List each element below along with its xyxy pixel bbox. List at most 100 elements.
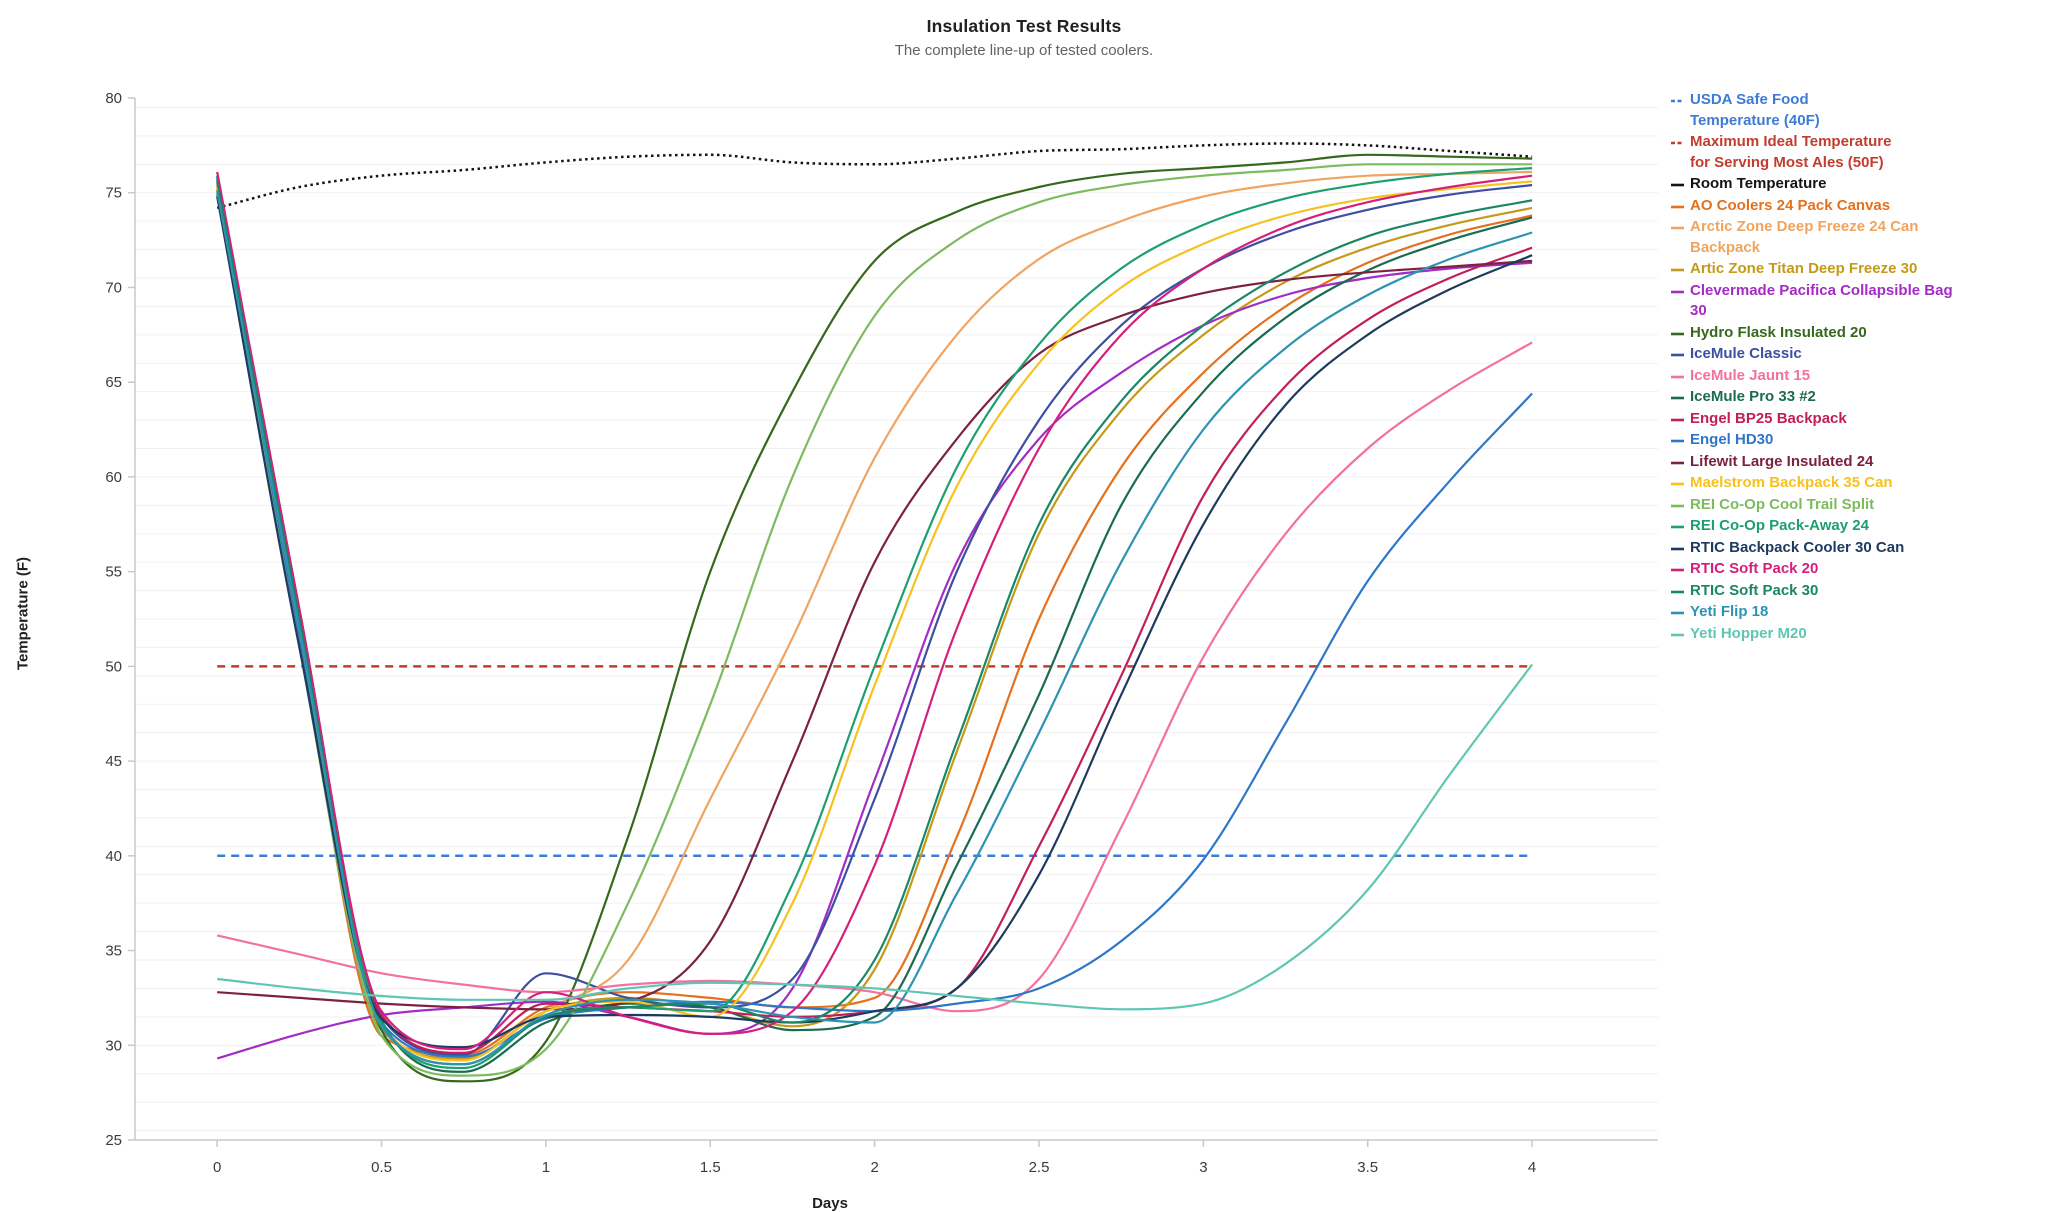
legend-item-label: Artic Zone Titan Deep Freeze 30 (1690, 260, 1918, 277)
y-tick-label: 30 (105, 1037, 122, 1054)
legend-marker-dash (1671, 290, 1684, 293)
legend-item-label: RTIC Backpack Cooler 30 Can (1690, 538, 1905, 556)
series-line (216, 192, 1533, 1056)
legend-item-label: IceMule Classic (1690, 345, 1802, 362)
legend-item[interactable]: Engel HD30 (1671, 430, 1976, 451)
legend-item[interactable]: REI Co-Op Pack-Away 24 (1671, 516, 1976, 537)
legend-marker-dash (1671, 268, 1684, 272)
legend-marker-dash (1671, 183, 1684, 187)
legend-item-label: Arctic Zone Deep Freeze 24 Can Backpack (1690, 218, 1919, 256)
y-tick-label: 40 (105, 848, 122, 865)
legend-item-label: Clevermade Pacifica Collapsible Bag 30 (1690, 281, 1953, 320)
series-line (216, 170, 1533, 1066)
series-line (216, 142, 1533, 210)
series-line (216, 261, 1533, 1060)
legend-item[interactable]: IceMule Jaunt 15 (1671, 366, 1976, 387)
series-line (216, 167, 1533, 1070)
gridlines (135, 106, 1658, 1132)
chart-title: Insulation Test Results (926, 16, 1122, 36)
y-tick-label: 75 (105, 185, 122, 202)
y-tick-label: 35 (105, 943, 122, 960)
legend-item-label: Yeti Flip 18 (1690, 603, 1769, 620)
legend: USDA Safe Food Temperature (40F) Maximum … (1671, 90, 1976, 645)
legend-item[interactable]: RTIC Soft Pack 30 (1671, 581, 1976, 602)
legend-marker-dash (1671, 611, 1684, 615)
legend-item-label: IceMule Pro 33 #2 (1690, 388, 1816, 405)
legend-item-label: Room Temperature (1690, 175, 1827, 192)
legend-marker-dash (1671, 396, 1684, 400)
legend-item[interactable]: Yeti Flip 18 (1671, 602, 1976, 623)
legend-item-label: REI Co-Op Cool Trail Split (1690, 495, 1875, 513)
legend-marker-dash (1671, 418, 1684, 421)
legend-item-label: Engel HD30 (1690, 431, 1774, 448)
legend-marker-dash (1671, 226, 1684, 230)
y-tick-label: 60 (105, 469, 122, 486)
legend-item[interactable]: Maximum Ideal Temperature for Serving Mo… (1671, 132, 1976, 173)
y-tick-label: 80 (105, 90, 122, 107)
legend-marker-dash (1671, 205, 1684, 208)
legend-item[interactable]: Arctic Zone Deep Freeze 24 Can Backpack (1671, 217, 1976, 258)
y-tick-label: 55 (105, 564, 122, 581)
legend-item-label: Maximum Ideal Temperature for Serving Mo… (1690, 133, 1892, 171)
legend-item[interactable]: REI Co-Op Cool Trail Split (1671, 495, 1976, 516)
legend-item-label: Lifewit Large Insulated 24 (1690, 452, 1874, 470)
legend-item[interactable]: USDA Safe Food Temperature (40F) (1671, 90, 1976, 131)
legend-item-label: Maelstrom Backpack 35 Can (1690, 474, 1893, 491)
series-line (217, 259, 1533, 1011)
x-tick-label: 1 (542, 1159, 550, 1176)
legend-item-label: Hydro Flask Insulated 20 (1690, 323, 1867, 341)
legend-item[interactable]: Artic Zone Titan Deep Freeze 30 (1671, 259, 1976, 280)
legend-item[interactable]: Clevermade Pacifica Collapsible Bag 30 (1671, 281, 1976, 322)
legend-item[interactable]: AO Coolers 24 Pack Canvas (1671, 196, 1976, 217)
y-tick-label: 70 (105, 279, 122, 296)
legend-marker-dash (1671, 568, 1684, 572)
x-tick-label: 4 (1528, 1159, 1536, 1176)
legend-item[interactable]: RTIC Soft Pack 20 (1671, 559, 1976, 580)
legend-item-label: RTIC Soft Pack 20 (1690, 560, 1819, 577)
series-line (216, 190, 1533, 1066)
legend-item-label: RTIC Soft Pack 30 (1690, 581, 1819, 599)
y-axis-title: Temperature (F) (14, 556, 32, 671)
series-line (216, 196, 1533, 1049)
series-line (216, 153, 1533, 1083)
legend-item-label: IceMule Jaunt 15 (1690, 366, 1811, 384)
legend-item-label: AO Coolers 24 Pack Canvas (1690, 196, 1891, 214)
series-line (216, 341, 1533, 1013)
legend-marker-dash (1671, 482, 1684, 486)
legend-item[interactable]: Maelstrom Backpack 35 Can (1671, 473, 1976, 494)
legend-marker-dash (1671, 590, 1684, 593)
legend-item[interactable]: IceMule Classic (1671, 344, 1976, 365)
legend-marker-dash (1671, 525, 1684, 529)
legend-marker-dash (1671, 439, 1684, 443)
x-tick-label: 2 (870, 1159, 878, 1176)
legend-item[interactable]: Hydro Flask Insulated 20 (1671, 323, 1976, 344)
x-tick-label: 1.5 (700, 1159, 721, 1176)
x-tick-label: 2.5 (1029, 1159, 1050, 1176)
legend-item[interactable]: RTIC Backpack Cooler 30 Can (1671, 538, 1976, 559)
legend-item[interactable]: Yeti Hopper M20 (1671, 624, 1976, 645)
x-axis-title: Days (812, 1195, 848, 1212)
legend-item[interactable]: IceMule Pro 33 #2 (1671, 387, 1976, 408)
legend-item[interactable]: Lifewit Large Insulated 24 (1671, 452, 1976, 473)
legend-marker-dash (1671, 353, 1684, 357)
y-tick-label: 45 (105, 753, 122, 770)
x-tick-label: 3.5 (1357, 1159, 1378, 1176)
legend-marker-dash (1671, 141, 1684, 145)
legend-item[interactable]: Room Temperature (1671, 174, 1976, 195)
legend-marker-dash (1671, 633, 1684, 636)
chart-subtitle: The complete line-up of tested coolers. (894, 42, 1154, 59)
legend-marker-dash (1671, 99, 1684, 103)
x-tick-label: 3 (1199, 1159, 1207, 1176)
legend-marker-dash (1671, 504, 1684, 507)
legend-marker-dash (1671, 547, 1684, 550)
legend-item-label: Yeti Hopper M20 (1690, 624, 1807, 642)
series-line (217, 663, 1533, 1011)
legend-item-label: Engel BP25 Backpack (1690, 409, 1847, 427)
legend-marker-dash (1671, 461, 1684, 464)
series (216, 142, 1533, 1083)
legend-item[interactable]: Engel BP25 Backpack (1671, 409, 1976, 430)
x-tick-label: 0.5 (371, 1159, 392, 1176)
legend-item-label: REI Co-Op Pack-Away 24 (1690, 517, 1869, 534)
